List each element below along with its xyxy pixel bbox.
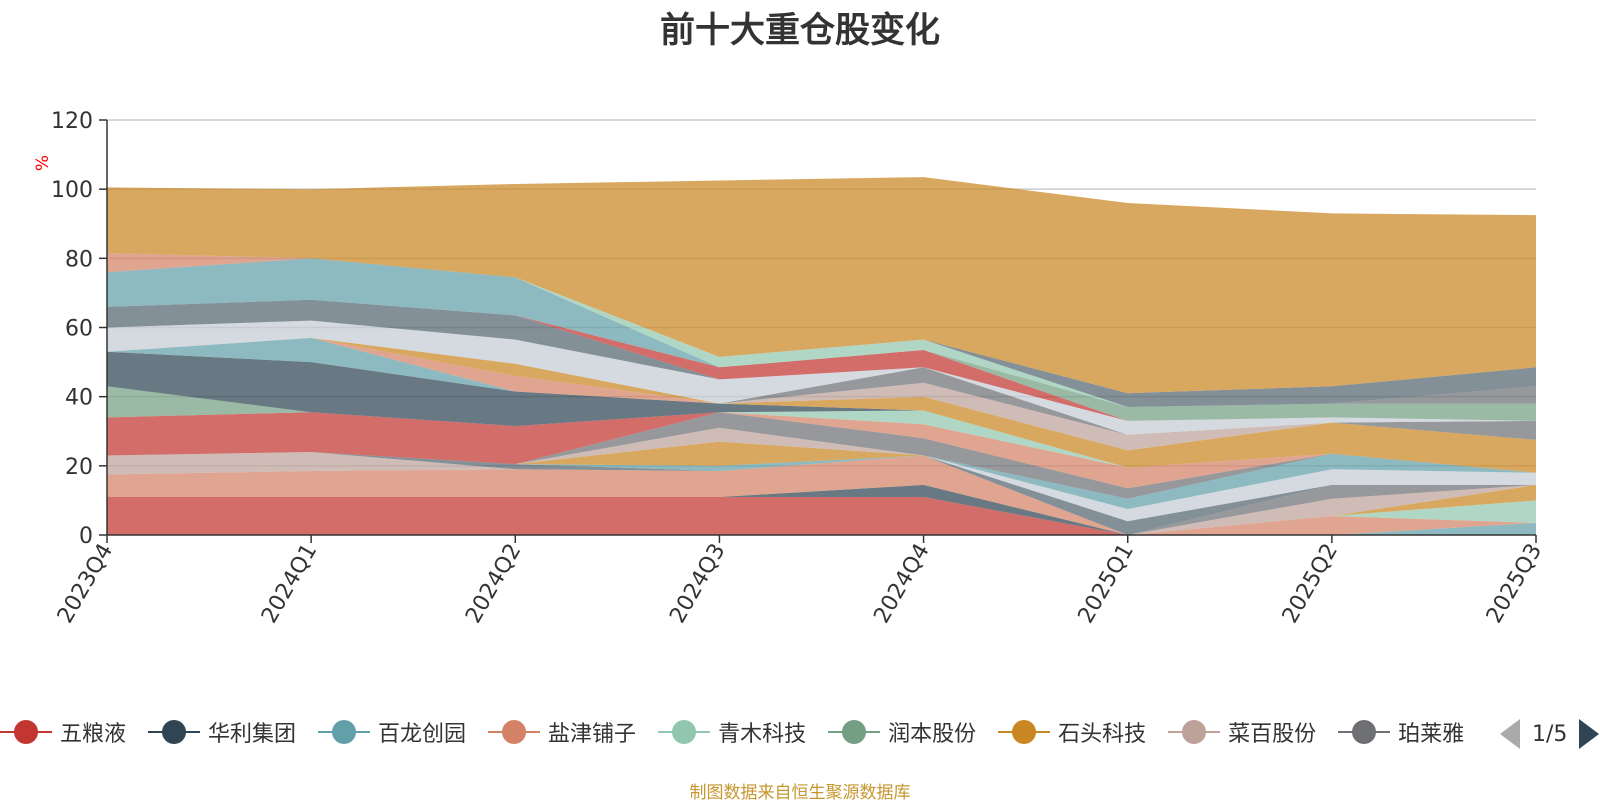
y-tick-label: 80 (65, 247, 93, 272)
legend-line-dot-icon (318, 719, 371, 745)
y-tick-labels: 0 20 40 60 80 100 120 (51, 109, 107, 549)
area-series-3 (107, 455, 1536, 535)
area-series-26 (107, 320, 1536, 435)
area-series-19 (107, 351, 1536, 473)
legend-item[interactable]: 菜百股份 (1168, 716, 1316, 748)
y-tick-label: 120 (51, 109, 93, 134)
legend-label: 石头科技 (1058, 722, 1147, 747)
legend-line-dot-icon (148, 719, 201, 745)
legend-item[interactable]: 华利集团 (148, 716, 296, 748)
legend-prev-page-icon[interactable] (1500, 719, 1520, 749)
legend: 五粮液 华利集团 百龙创园 盐津铺子 青木科技 润本股份 石头科技 菜百股份 珀莱雅 (0, 710, 1482, 754)
area-series-0 (107, 497, 1536, 535)
legend-line-dot-icon (488, 719, 541, 745)
legend-row: 五粮液 华利集团 百龙创园 盐津铺子 青木科技 润本股份 石头科技 菜百股份 珀莱雅 (0, 710, 1482, 754)
area-series-23 (107, 337, 1536, 435)
area-series-17 (107, 410, 1536, 473)
legend-line-dot-icon (1338, 719, 1391, 745)
legend-line-dot-icon (0, 719, 52, 745)
y-tick-label: 20 (65, 455, 93, 480)
x-tick-labels: 2023Q4 2024Q1 2024Q2 2024Q3 2024Q4 2025Q1 2025… (53, 535, 1547, 628)
legend-item[interactable]: 五粮液 (0, 716, 126, 748)
y-tick-label: 60 (65, 317, 93, 342)
legend-line-dot-icon (658, 719, 711, 745)
source-note: 制图数据来自恒生聚源数据库 (689, 783, 911, 803)
chart-title: 前十大重仓股变化 (659, 11, 940, 51)
legend-label: 盐津铺子 (548, 722, 637, 747)
area-series-12 (107, 441, 1536, 499)
legend-label: 五粮液 (60, 722, 127, 747)
area-series-25 (107, 337, 1536, 435)
area-series-9 (107, 452, 1536, 535)
y-axis-unit-label: % (33, 155, 53, 171)
area-series-29 (107, 299, 1536, 421)
legend-label: 华利集团 (208, 722, 297, 747)
x-tick-label: 2024Q1 (257, 540, 322, 628)
legend-label: 菜百股份 (1228, 722, 1317, 747)
area-series-30 (107, 258, 1536, 407)
x-tick-label: 2024Q3 (665, 540, 730, 628)
legend-line-dot-icon (828, 719, 881, 745)
legend-dot (502, 720, 527, 744)
legend-dot (1182, 720, 1207, 744)
x-tick-label: 2025Q2 (1278, 540, 1343, 628)
legend-item[interactable]: 珀莱雅 (1338, 716, 1464, 748)
y-tick-label: 100 (51, 178, 93, 203)
legend-dot (1012, 720, 1037, 744)
legend-label: 百龙创园 (378, 722, 467, 747)
x-tick-label: 2024Q4 (869, 540, 934, 628)
legend-label: 青木科技 (718, 722, 807, 747)
area-series-14 (107, 412, 1536, 499)
legend-line-dot-icon (1168, 719, 1221, 745)
legend-item[interactable]: 盐津铺子 (488, 716, 636, 748)
legend-dot (162, 720, 187, 744)
legend-item[interactable]: 青木科技 (658, 716, 806, 748)
legend-item[interactable]: 润本股份 (828, 716, 976, 748)
area-series-27 (107, 299, 1536, 421)
x-tick-label: 2025Q3 (1482, 540, 1547, 628)
area-series-1 (107, 484, 1536, 535)
y-tick-label: 0 (79, 524, 93, 549)
legend-page-indicator: 1/5 (1532, 721, 1568, 747)
x-tick-label: 2023Q4 (53, 540, 118, 628)
legend-item[interactable]: 百龙创园 (318, 716, 466, 748)
legend-dot (332, 720, 357, 744)
legend-dot (842, 720, 867, 744)
area-series-11 (107, 452, 1536, 510)
y-tick-label: 40 (65, 386, 93, 411)
area-series-7 (107, 452, 1536, 535)
legend-label: 润本股份 (888, 722, 977, 747)
area-series-35 (107, 177, 1536, 394)
legend-dot (14, 720, 38, 744)
area-series-34 (107, 253, 1536, 407)
area-series-15 (107, 412, 1536, 489)
legend-label: 珀莱雅 (1398, 722, 1465, 747)
legend-pager: 1/5 (1500, 716, 1600, 752)
legend-dot (1352, 720, 1377, 744)
legend-next-page-icon[interactable] (1579, 719, 1600, 749)
x-tick-label: 2025Q1 (1074, 540, 1139, 628)
legend-item[interactable]: 石头科技 (998, 716, 1146, 748)
x-tick-label: 2024Q2 (461, 540, 526, 628)
area-series (107, 177, 1536, 535)
area-series-13 (107, 427, 1536, 499)
legend-dot (672, 720, 697, 744)
legend-line-dot-icon (998, 719, 1051, 745)
area-series-28 (107, 299, 1536, 421)
area-series-10 (107, 452, 1536, 522)
